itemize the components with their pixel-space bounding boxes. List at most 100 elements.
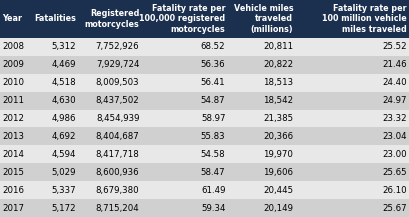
Text: 25.52: 25.52: [381, 43, 406, 51]
Bar: [228, 92, 296, 110]
Bar: [36, 92, 79, 110]
Text: 20,445: 20,445: [263, 186, 292, 195]
Bar: [296, 128, 409, 145]
Text: 24.97: 24.97: [381, 96, 406, 105]
Text: 2012: 2012: [2, 114, 25, 123]
Text: 18,542: 18,542: [263, 96, 292, 105]
Text: 20,366: 20,366: [263, 132, 292, 141]
Text: Fatalities: Fatalities: [34, 15, 76, 23]
Bar: [142, 74, 228, 92]
Bar: [36, 0, 79, 38]
Bar: [296, 92, 409, 110]
Bar: [142, 163, 228, 181]
Bar: [36, 128, 79, 145]
Text: 58.47: 58.47: [200, 168, 225, 177]
Text: 18,513: 18,513: [263, 78, 292, 87]
Bar: [296, 145, 409, 163]
Text: 19,970: 19,970: [263, 150, 292, 159]
Text: Year: Year: [2, 15, 22, 23]
Bar: [228, 110, 296, 128]
Bar: [228, 145, 296, 163]
Bar: [228, 163, 296, 181]
Bar: [228, 181, 296, 199]
Bar: [0, 74, 36, 92]
Bar: [296, 163, 409, 181]
Bar: [142, 181, 228, 199]
Text: 19,606: 19,606: [263, 168, 292, 177]
Bar: [79, 74, 142, 92]
Text: 8,715,204: 8,715,204: [95, 204, 139, 212]
Text: 2016: 2016: [2, 186, 25, 195]
Text: 2014: 2014: [2, 150, 25, 159]
Text: 54.58: 54.58: [200, 150, 225, 159]
Bar: [228, 0, 296, 38]
Bar: [142, 128, 228, 145]
Bar: [142, 0, 228, 38]
Bar: [0, 92, 36, 110]
Bar: [79, 128, 142, 145]
Bar: [228, 38, 296, 56]
Bar: [36, 163, 79, 181]
Bar: [79, 163, 142, 181]
Bar: [228, 128, 296, 145]
Text: 5,312: 5,312: [51, 43, 76, 51]
Bar: [296, 181, 409, 199]
Text: 23.04: 23.04: [381, 132, 406, 141]
Text: 20,811: 20,811: [263, 43, 292, 51]
Bar: [79, 0, 142, 38]
Text: 24.40: 24.40: [381, 78, 406, 87]
Text: 7,752,926: 7,752,926: [96, 43, 139, 51]
Bar: [0, 38, 36, 56]
Bar: [228, 56, 296, 74]
Text: Registered
motorcycles: Registered motorcycles: [84, 10, 139, 28]
Text: 59.34: 59.34: [200, 204, 225, 212]
Bar: [36, 145, 79, 163]
Bar: [296, 0, 409, 38]
Text: 56.36: 56.36: [200, 60, 225, 69]
Text: 2013: 2013: [2, 132, 25, 141]
Bar: [142, 38, 228, 56]
Bar: [36, 181, 79, 199]
Text: 25.65: 25.65: [381, 168, 406, 177]
Bar: [79, 181, 142, 199]
Bar: [142, 145, 228, 163]
Bar: [79, 145, 142, 163]
Bar: [36, 56, 79, 74]
Text: 4,518: 4,518: [51, 78, 76, 87]
Text: 23.00: 23.00: [381, 150, 406, 159]
Bar: [79, 110, 142, 128]
Bar: [36, 38, 79, 56]
Text: 21,385: 21,385: [263, 114, 292, 123]
Text: 68.52: 68.52: [200, 43, 225, 51]
Bar: [36, 110, 79, 128]
Bar: [296, 38, 409, 56]
Text: 8,679,380: 8,679,380: [96, 186, 139, 195]
Bar: [0, 163, 36, 181]
Text: 26.10: 26.10: [381, 186, 406, 195]
Bar: [79, 38, 142, 56]
Text: 2015: 2015: [2, 168, 25, 177]
Text: 21.46: 21.46: [381, 60, 406, 69]
Bar: [79, 92, 142, 110]
Text: 4,630: 4,630: [51, 96, 76, 105]
Text: 61.49: 61.49: [200, 186, 225, 195]
Bar: [296, 56, 409, 74]
Text: 23.32: 23.32: [381, 114, 406, 123]
Text: Fatality rate per
100 million vehicle
miles traveled: Fatality rate per 100 million vehicle mi…: [321, 4, 406, 34]
Bar: [0, 199, 36, 217]
Text: 2010: 2010: [2, 78, 25, 87]
Text: 8,454,939: 8,454,939: [96, 114, 139, 123]
Bar: [142, 56, 228, 74]
Bar: [142, 92, 228, 110]
Text: 2011: 2011: [2, 96, 25, 105]
Text: Vehicle miles
traveled
(millions): Vehicle miles traveled (millions): [233, 4, 292, 34]
Text: 55.83: 55.83: [200, 132, 225, 141]
Bar: [79, 56, 142, 74]
Bar: [0, 56, 36, 74]
Text: 4,594: 4,594: [51, 150, 76, 159]
Text: 7,929,724: 7,929,724: [96, 60, 139, 69]
Text: 8,417,718: 8,417,718: [95, 150, 139, 159]
Text: 20,822: 20,822: [263, 60, 292, 69]
Bar: [142, 199, 228, 217]
Text: 5,172: 5,172: [51, 204, 76, 212]
